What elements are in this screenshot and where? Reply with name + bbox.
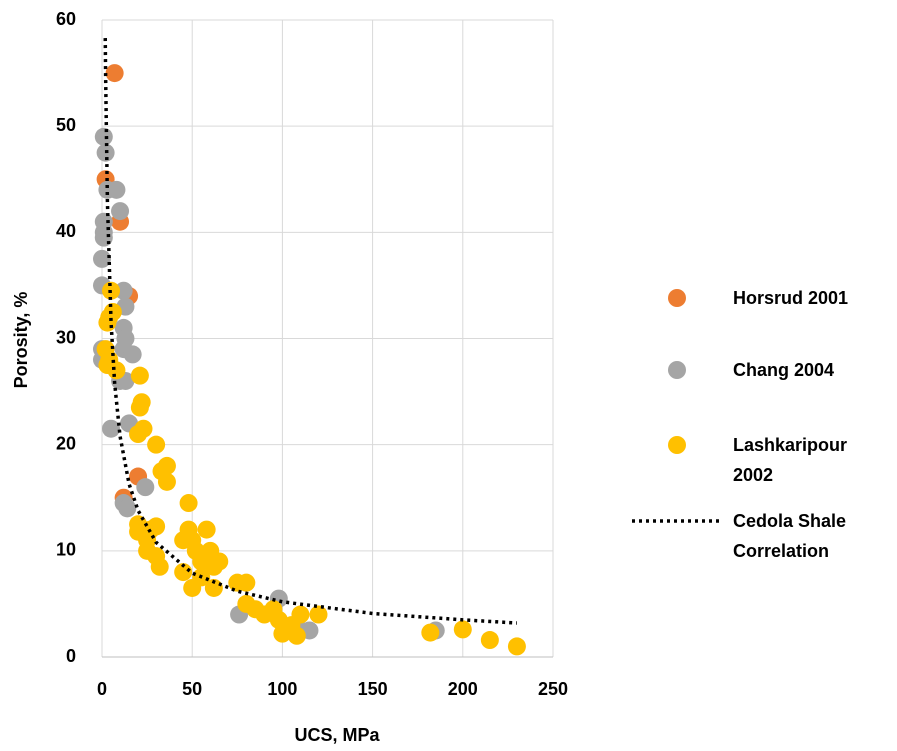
- point: [197, 520, 216, 539]
- legend-marker: [668, 436, 686, 454]
- point: [130, 398, 149, 417]
- point: [98, 313, 117, 332]
- point: [507, 637, 526, 656]
- point: [157, 456, 176, 475]
- y-tick-label: 0: [66, 646, 76, 666]
- y-tick-label: 60: [56, 9, 76, 29]
- y-tick-label: 40: [56, 221, 76, 241]
- point: [123, 345, 142, 364]
- trend-line: [103, 38, 518, 625]
- point: [94, 127, 113, 146]
- point: [174, 563, 193, 582]
- point: [136, 478, 155, 497]
- point: [129, 425, 148, 444]
- legend-marker: [668, 289, 686, 307]
- x-tick-label: 150: [358, 679, 388, 699]
- point: [107, 180, 126, 199]
- x-tick-label: 100: [267, 679, 297, 699]
- x-axis-title: UCS, MPa: [294, 725, 380, 745]
- legend-label: Chang 2004: [733, 360, 835, 380]
- point: [157, 472, 176, 491]
- y-tick-label: 10: [56, 540, 76, 560]
- point: [453, 620, 472, 639]
- point: [102, 419, 121, 438]
- point: [130, 366, 149, 385]
- series: [96, 281, 526, 656]
- point: [93, 249, 111, 268]
- point: [291, 605, 310, 624]
- point: [179, 494, 198, 513]
- point: [204, 578, 223, 597]
- point: [150, 557, 169, 576]
- series: [93, 127, 445, 640]
- legend-label: Lashkaripour 2002: [733, 435, 848, 485]
- x-tick-label: 0: [97, 679, 107, 699]
- x-tick-label: 50: [182, 679, 202, 699]
- y-tick-label: 50: [56, 115, 76, 135]
- point: [105, 64, 124, 83]
- legend-label: Horsrud 2001: [733, 288, 849, 308]
- point: [309, 605, 328, 624]
- point: [111, 202, 130, 221]
- point: [114, 281, 133, 300]
- point: [421, 623, 440, 642]
- x-tick-label: 200: [448, 679, 478, 699]
- point: [237, 573, 256, 592]
- point: [147, 435, 166, 454]
- point: [480, 631, 499, 650]
- x-tick-label: 250: [538, 679, 568, 699]
- legend-marker: [668, 361, 686, 379]
- point: [107, 361, 126, 380]
- y-axis-title: Porosity, %: [11, 292, 31, 389]
- y-tick-label: 30: [56, 327, 76, 347]
- point: [210, 552, 229, 571]
- point: [287, 626, 306, 645]
- point: [118, 499, 137, 518]
- legend-label: Cedola Shale Correlation: [733, 511, 847, 561]
- y-tick-label: 20: [56, 433, 76, 453]
